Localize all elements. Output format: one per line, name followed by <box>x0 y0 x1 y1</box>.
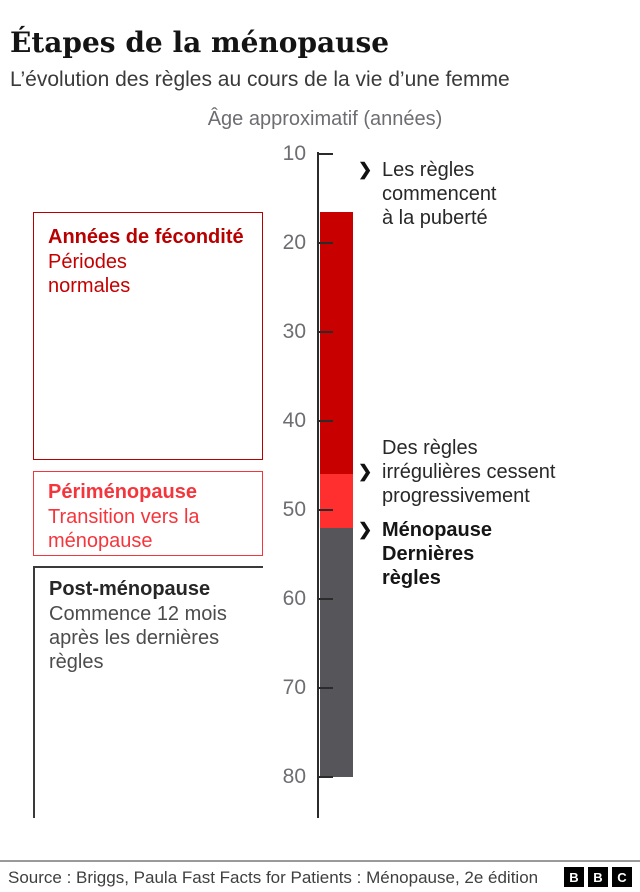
annotation-menopause: ❯ Ménopause Dernières règles <box>358 518 598 590</box>
axis-tick-label: 10 <box>282 142 306 165</box>
stage-box-perimenopause: Périménopause Transition vers la ménopau… <box>33 471 263 556</box>
stage-line: règles <box>49 651 104 673</box>
annotation-line: Des règles <box>382 437 478 459</box>
bar-segment-postmenopause <box>320 527 353 777</box>
annotation-line: Les règles <box>382 159 475 181</box>
age-axis-line <box>317 152 319 818</box>
bbc-logo-block: B <box>564 867 584 887</box>
bar-segment-perimenopause <box>320 474 353 528</box>
annotation-text: Ménopause Dernières règles <box>382 518 598 590</box>
right-arrow-icon: ❯ <box>358 160 373 179</box>
page-subtitle: L’évolution des règles au cours de la vi… <box>10 68 510 91</box>
bbc-logo-block: C <box>612 867 632 887</box>
source-credit: Source : Briggs, Paula Fast Facts for Pa… <box>8 868 539 887</box>
right-arrow-icon: ❯ <box>358 462 373 481</box>
axis-tick-mark <box>318 598 333 600</box>
stage-box-fertility: Années de fécondité Périodes normales <box>33 212 263 460</box>
axis-tick-label: 80 <box>282 765 306 788</box>
annotation-line: irrégulières cessent <box>382 461 556 483</box>
axis-tick-mark <box>318 776 333 778</box>
stage-title-fertility: Années de fécondité <box>48 226 244 248</box>
stage-title-postmenopause: Post-ménopause <box>49 578 211 600</box>
annotation-line: commencent <box>382 183 497 205</box>
bar-segment-fecondite <box>320 211 353 475</box>
bbc-logo-block: B <box>588 867 608 887</box>
axis-tick-label: 40 <box>282 409 306 432</box>
axis-tick-label: 30 <box>282 320 306 343</box>
stage-box-postmenopause: Post-ménopause Commence 12 mois après le… <box>33 566 263 818</box>
annotation-line: à la puberté <box>382 207 488 229</box>
right-arrow-icon: ❯ <box>358 520 373 539</box>
stage-line: Transition vers la <box>48 506 200 528</box>
stage-line: après les dernières <box>49 627 220 649</box>
axis-tick-mark <box>318 331 333 333</box>
stage-line: Commence 12 mois <box>49 603 227 625</box>
stage-line: ménopause <box>48 530 153 552</box>
axis-tick-label: 20 <box>282 231 306 254</box>
bbc-logo: B B C <box>564 867 632 887</box>
axis-tick-label: 50 <box>282 498 306 521</box>
annotation-line: Ménopause <box>382 519 493 541</box>
axis-tick-mark <box>318 153 333 155</box>
annotation-line: règles <box>382 567 441 589</box>
axis-tick-mark <box>318 420 333 422</box>
stage-line: normales <box>48 275 131 297</box>
page-title: Étapes de la ménopause <box>10 25 390 59</box>
annotation-puberty: ❯ Les règles commencent à la puberté <box>358 158 598 230</box>
annotation-line: Dernières <box>382 543 475 565</box>
stage-title-perimenopause: Périménopause <box>48 481 197 503</box>
annotation-irregular-periods: ❯ Des règles irrégulières cessent progre… <box>358 436 598 508</box>
axis-tick-mark <box>318 509 333 511</box>
annotation-text: Des règles irrégulières cessent progress… <box>382 436 598 508</box>
axis-tick-label: 70 <box>282 676 306 699</box>
annotation-text: Les règles commencent à la puberté <box>382 158 598 230</box>
axis-tick-label: 60 <box>282 587 306 610</box>
axis-tick-mark <box>318 687 333 689</box>
stage-line: Périodes <box>48 251 127 273</box>
annotation-line: progressivement <box>382 485 530 507</box>
axis-title: Âge approximatif (années) <box>207 108 443 130</box>
footer-divider <box>0 860 640 862</box>
axis-tick-mark <box>318 242 333 244</box>
